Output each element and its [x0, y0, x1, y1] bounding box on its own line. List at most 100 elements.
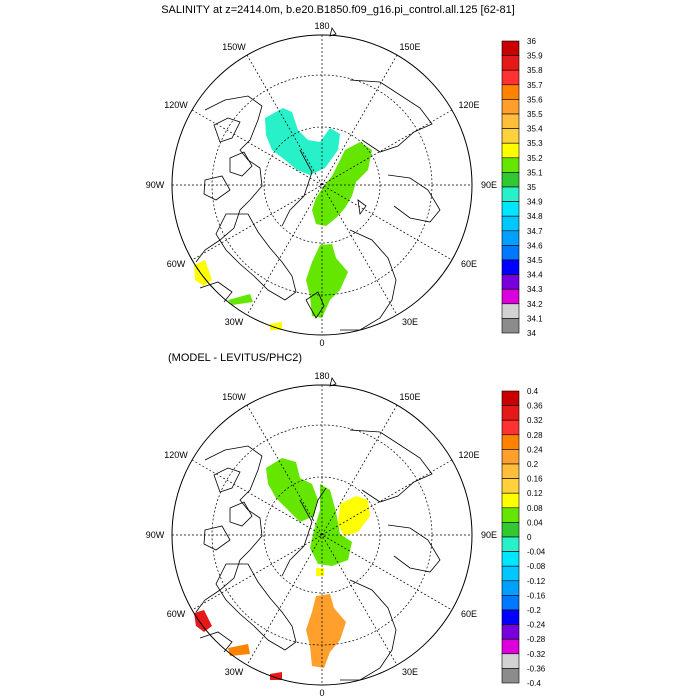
fill-region-green-1 [312, 142, 372, 226]
colorbar-tick-label: -0.08 [527, 562, 546, 571]
top-grid [172, 35, 472, 335]
top-title: SALINITY at z=2414.0m, b.e20.B1850.f09_g… [161, 4, 515, 16]
fill-region-yellow-b [338, 496, 370, 536]
colorbar-tick-label: 35.7 [527, 81, 543, 90]
colorbar-swatch [501, 142, 520, 159]
top-colorbar: 36 35.9 35.8 35.7 35.6 35.5 35.4 35.3 35.2 35.1 35… [501, 37, 543, 338]
colorbar-tick-label: 0.32 [527, 416, 543, 425]
colorbar-swatch [501, 40, 520, 56]
colorbar-swatch [501, 215, 520, 232]
colorbar-tick-label: 0.08 [527, 504, 543, 513]
lon-label-0: 0 [319, 688, 324, 698]
colorbar-swatch [501, 245, 520, 261]
colorbar-tick-label: 0.2 [527, 460, 539, 469]
colorbar-swatch [501, 201, 520, 217]
colorbar-swatch [501, 113, 520, 129]
colorbar-tick-label: 34.8 [527, 212, 543, 221]
colorbar-swatch [501, 55, 520, 71]
colorbar-swatch [501, 565, 520, 582]
fill-region-red-b [270, 672, 282, 680]
bottom-grid [172, 385, 472, 685]
bottom-map-boundary [171, 384, 473, 686]
top-lon-labels: 180 150W 150E 120W 120E 90W 90E 60W 60E … [146, 21, 497, 348]
colorbar-swatch [501, 186, 520, 202]
lon-label-90e: 90E [481, 180, 497, 190]
colorbar-swatch [501, 624, 520, 640]
colorbar-swatch [501, 551, 520, 567]
colorbar-swatch [501, 128, 520, 144]
colorbar-tick-label: -0.32 [527, 650, 546, 659]
lon-label-60e: 60E [461, 259, 477, 269]
colorbar-tick-label: 35.6 [527, 95, 543, 104]
colorbar-tick-label: 0.28 [527, 431, 543, 440]
colorbar-swatch [501, 157, 520, 173]
colorbar-tick-label: 34.4 [527, 271, 543, 280]
colorbar-swatch [501, 580, 520, 596]
lon-label-120e: 120E [458, 450, 479, 460]
top-map-boundary [171, 34, 473, 336]
lon-label-60w: 60W [167, 609, 186, 619]
colorbar-tick-label: 0.12 [527, 489, 543, 498]
colorbar-swatch [501, 390, 520, 406]
colorbar-tick-label: -0.04 [527, 548, 546, 557]
colorbar-tick-label: 34.3 [527, 285, 543, 294]
lon-label-120e: 120E [458, 100, 479, 110]
colorbar-swatch [501, 609, 520, 625]
lon-label-90w: 90W [146, 180, 165, 190]
lon-label-0: 0 [319, 338, 324, 348]
fill-region-green-b [310, 484, 352, 566]
colorbar-swatch [501, 668, 520, 684]
colorbar-tick-label: 35.3 [527, 139, 543, 148]
colorbar-swatch [501, 230, 520, 246]
colorbar-swatch [501, 507, 520, 523]
colorbar-swatch [501, 303, 520, 319]
lon-label-150e: 150E [399, 392, 420, 402]
colorbar-tick-label: -0.28 [527, 635, 546, 644]
colorbar-tick-label: 0.36 [527, 402, 543, 411]
fill-region-orange-a [306, 594, 346, 668]
colorbar-swatch [501, 463, 520, 479]
colorbar-tick-label: -0.16 [527, 591, 546, 600]
colorbar-swatch [501, 536, 520, 552]
colorbar-tick-label: 34 [527, 329, 536, 338]
lon-label-180: 180 [314, 371, 329, 381]
lon-label-60e: 60E [461, 609, 477, 619]
colorbar-swatch [501, 449, 520, 465]
lon-label-90w: 90W [146, 530, 165, 540]
colorbar-swatch [501, 595, 520, 611]
colorbar-swatch [501, 419, 520, 436]
colorbar-tick-label: 35.1 [527, 168, 543, 177]
colorbar-swatch [501, 274, 520, 290]
colorbar-swatch [501, 478, 520, 494]
fill-region-green-2 [306, 244, 348, 318]
fill-region-yellow-small [316, 568, 324, 576]
colorbar-tick-label: 34.7 [527, 227, 543, 236]
bottom-title: (MODEL - LEVITUS/PHC2) [168, 352, 302, 364]
colorbar-swatch [501, 84, 520, 100]
fill-region-cyan [265, 108, 340, 175]
colorbar-swatch [501, 653, 520, 669]
colorbar-swatch [501, 172, 520, 188]
colorbar-tick-label: 36 [527, 37, 536, 46]
fill-region-green-a [266, 458, 318, 522]
colorbar-tick-label: -0.24 [527, 621, 546, 630]
bottom-panel: (MODEL - LEVITUS/PHC2) [146, 352, 546, 698]
fill-region-red-edge [194, 610, 212, 632]
lon-label-30w: 30W [225, 667, 244, 677]
top-panel: SALINITY at z=2414.0m, b.e20.B1850.f09_g… [146, 4, 543, 348]
bottom-data-fill [194, 458, 370, 680]
colorbar-tick-label: 34.1 [527, 314, 543, 323]
colorbar-tick-label: 35.5 [527, 110, 543, 119]
colorbar-tick-label: 35.2 [527, 154, 543, 163]
fill-region-green-3 [228, 294, 253, 305]
colorbar-tick-label: -0.4 [527, 679, 541, 688]
lon-label-30w: 30W [225, 317, 244, 327]
colorbar-tick-label: 0.16 [527, 475, 543, 484]
lon-label-150w: 150W [222, 42, 246, 52]
bottom-lon-labels: 180 150W 150E 120W 120E 90W 90E 60W 60E … [146, 371, 497, 698]
colorbar-tick-label: -0.2 [527, 606, 541, 615]
fill-region-yellow-edge [194, 260, 212, 286]
colorbar-swatch [501, 99, 520, 115]
colorbar-tick-label: 34.2 [527, 300, 543, 309]
lon-label-30e: 30E [402, 667, 418, 677]
